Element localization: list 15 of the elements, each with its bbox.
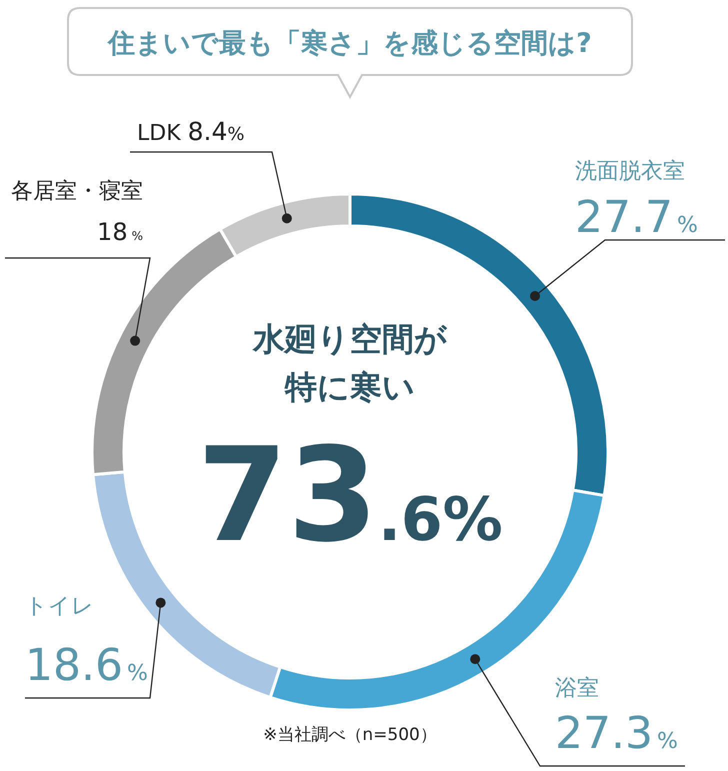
slice-label: 浴室 — [555, 676, 599, 701]
text: ※当社調べ（n=500） — [263, 725, 437, 745]
slice-label: トイレ — [25, 594, 94, 619]
text: 水廻り空間が特に寒い — [252, 320, 448, 406]
slice-label: 洗面脱衣室 — [575, 159, 685, 184]
slice-label: LDK — [137, 121, 188, 146]
data-label: 8.4% — [188, 117, 244, 146]
data-label: 18.6% — [25, 640, 148, 691]
title: 住まいで最も「寒さ」を感じる空間は? — [67, 7, 633, 98]
text: 73.6% — [197, 419, 503, 571]
slice-label: 各居室・寝室 — [11, 179, 143, 204]
chart-title: 住まいで最も「寒さ」を感じる空間は? — [107, 28, 592, 59]
data-label: 18% — [97, 218, 143, 246]
data-label: 27.7% — [575, 192, 698, 243]
data-label: 27.3% — [555, 708, 678, 759]
